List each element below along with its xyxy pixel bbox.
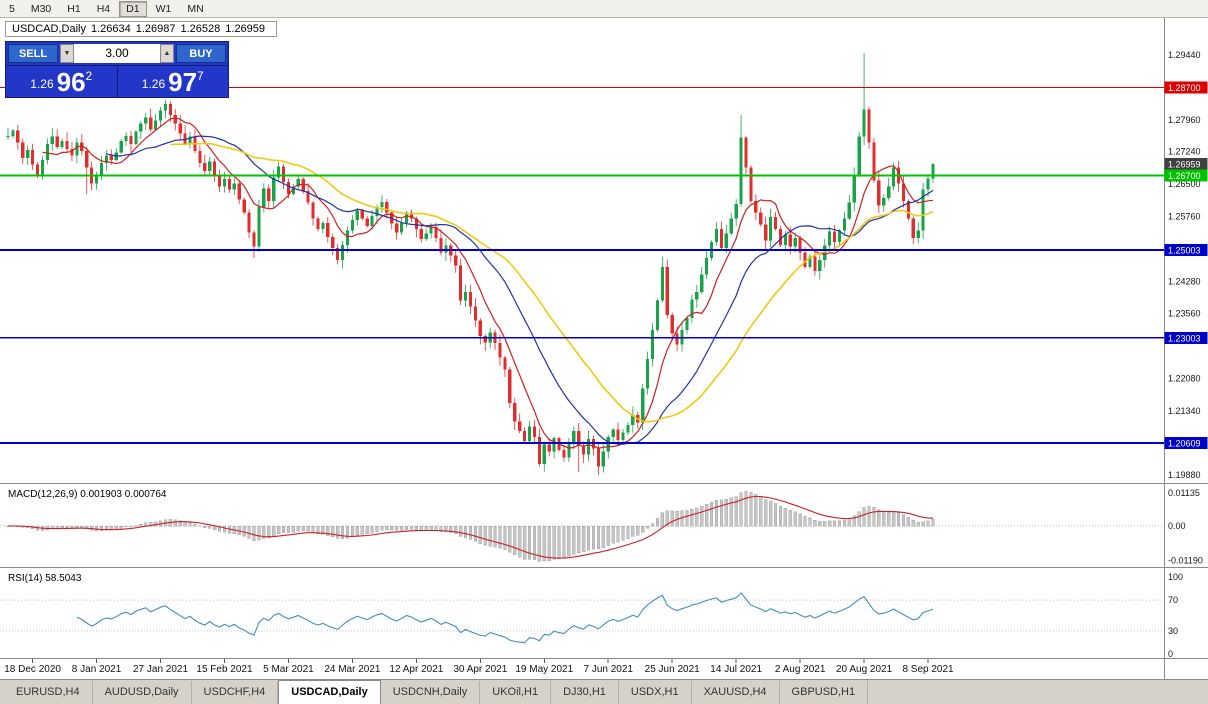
price-axis-label: 1.19880 (1168, 470, 1201, 480)
trade-controls-row: SELL ▼ 3.00 ▲ BUY (6, 42, 228, 65)
price-axis-label: 1.22080 (1168, 373, 1201, 383)
period-button-d1[interactable]: D1 (119, 0, 147, 17)
date-axis-label: 20 Aug 2021 (836, 664, 893, 675)
date-axis-label: 8 Jan 2021 (72, 664, 122, 675)
bid-pipette: 2 (85, 69, 93, 83)
candlestick-series (6, 53, 935, 476)
period-button-mn[interactable]: MN (187, 2, 204, 15)
macd-pane-label: MACD(12,26,9) 0.001903 0.000764 (8, 489, 167, 500)
chart-tab-usdcad-daily[interactable]: USDCAD,Daily (278, 680, 381, 704)
bid-prefix: 1.26 (30, 77, 54, 91)
volume-decrease-button[interactable]: ▼ (60, 44, 74, 63)
rsi-pane-label: RSI(14) 58.5043 (8, 573, 82, 584)
chart-ohlc-title: USDCAD,Daily 1.26634 1.26987 1.26528 1.26959 (5, 21, 278, 37)
price-badge-1.23003: 1.23003 (1168, 333, 1201, 343)
ask-pipette: 7 (197, 69, 204, 83)
ohlc-close: 1.26959 (225, 23, 266, 35)
buy-button[interactable]: BUY (176, 44, 226, 63)
date-axis-label: 8 Sep 2021 (902, 664, 954, 675)
date-axis-label: 7 Jun 2021 (583, 664, 633, 675)
volume-increase-button[interactable]: ▲ (160, 44, 174, 63)
period-button-h4[interactable]: H4 (96, 2, 111, 15)
price-level-lines (0, 86, 1164, 444)
rsi-axis-label: 100 (1168, 572, 1183, 582)
period-button-h1[interactable]: H1 (67, 2, 81, 15)
date-axis-label: 25 Jun 2021 (645, 664, 700, 675)
price-axis-label: 1.23560 (1168, 308, 1201, 318)
volume-control: ▼ 3.00 ▲ (60, 44, 174, 63)
rsi-axis-label: 70 (1168, 595, 1178, 605)
rsi-axis-label: 0 (1168, 649, 1173, 659)
price-axis-label: 1.27960 (1168, 115, 1201, 125)
chart-tabs-bar: EURUSD,H4 AUDUSD,Daily USDCHF,H4 USDCAD,Dai… (0, 679, 1208, 704)
chart-tab-usdchf-h4[interactable]: USDCHF,H4 (192, 681, 279, 704)
date-axis-label: 24 Mar 2021 (324, 664, 381, 675)
ma-line-34 (170, 142, 934, 423)
date-axis-label: 12 Apr 2021 (389, 664, 443, 675)
price-badge-1.26700: 1.26700 (1168, 171, 1201, 181)
chart-tab-dj30-h1[interactable]: DJ30,H1 (551, 681, 619, 704)
ohlc-low: 1.26528 (180, 23, 221, 35)
date-axis-label: 14 Jul 2021 (710, 664, 762, 675)
volume-input[interactable]: 3.00 (74, 44, 160, 63)
chart-tab-eurusd-h4[interactable]: EURUSD,H4 (4, 681, 93, 704)
rsi-axis-label: 30 (1168, 626, 1178, 636)
ask-big-figure: 97 (168, 67, 198, 97)
price-badge-1.28700: 1.28700 (1168, 83, 1201, 93)
one-click-trading-panel: SELL ▼ 3.00 ▲ BUY 1.26 96 2 1.26 97 7 (5, 41, 229, 98)
ask-prefix: 1.26 (141, 77, 166, 91)
price-axis-label: 1.26500 (1168, 179, 1201, 189)
price-badge-1.25003: 1.25003 (1168, 245, 1201, 255)
price-axis-label: 1.29440 (1168, 50, 1201, 60)
bid-ask-row: 1.26 96 2 1.26 97 7 (6, 65, 228, 97)
ohlc-high: 1.26987 (135, 23, 176, 35)
price-axis: 1.29440 1.27960 1.27240 1.26500 1.25760 1.242… (1164, 50, 1208, 480)
chart-tab-ukoil-h1[interactable]: UKOil,H1 (480, 681, 552, 704)
timeframe-toolbar: 5 M30 H1 H4 D1 W1 MN (0, 0, 1208, 18)
chart-tab-xauusd-h4[interactable]: XAUUSD,H4 (692, 681, 780, 704)
date-axis-label: 27 Jan 2021 (133, 664, 188, 675)
rsi-line (76, 592, 934, 644)
ohlc-open: 1.26634 (90, 23, 131, 35)
chart-symbol: USDCAD,Daily (12, 23, 86, 35)
price-axis-label: 1.27240 (1168, 147, 1201, 157)
date-axis-label: 2 Aug 2021 (775, 664, 826, 675)
macd-axis-label: -0.01190 (1168, 556, 1203, 566)
period-button-5[interactable]: 5 (9, 2, 15, 15)
date-axis-label: 15 Feb 2021 (196, 664, 253, 675)
date-axis-label: 18 Dec 2020 (4, 664, 61, 675)
macd-axis-label: 0.01135 (1168, 488, 1200, 498)
date-axis-label: 30 Apr 2021 (453, 664, 507, 675)
macd-axis-label: 0.00 (1168, 521, 1186, 531)
price-axis-label: 1.25760 (1168, 212, 1201, 222)
period-button-m30[interactable]: M30 (30, 2, 52, 15)
price-axis-label: 1.21340 (1168, 406, 1201, 416)
chart-tab-usdcnh-daily[interactable]: USDCNH,Daily (381, 681, 481, 704)
price-badge-1.20609: 1.20609 (1168, 439, 1201, 449)
price-axis-label: 1.24280 (1168, 277, 1201, 287)
ask-price[interactable]: 1.26 97 7 (116, 66, 229, 97)
date-axis-label: 19 May 2021 (515, 664, 573, 675)
macd-signal-line (7, 495, 934, 559)
period-button-w1[interactable]: W1 (155, 2, 172, 15)
bid-big-figure: 96 (56, 67, 86, 97)
price-badge-1.26959: 1.26959 (1168, 160, 1201, 170)
chart-tab-usdx-h1[interactable]: USDX,H1 (619, 681, 692, 704)
chart-tab-audusd-daily[interactable]: AUDUSD,Daily (93, 681, 192, 704)
ma-line-8 (42, 117, 934, 449)
date-axis: 18 Dec 2020 8 Jan 2021 27 Jan 2021 15 Feb 2… (4, 659, 954, 675)
chart-tab-gbpusd-h1[interactable]: GBPUSD,H1 (780, 681, 869, 704)
sell-button[interactable]: SELL (8, 44, 58, 63)
date-axis-label: 5 Mar 2021 (263, 664, 314, 675)
bid-price[interactable]: 1.26 96 2 (6, 66, 117, 97)
